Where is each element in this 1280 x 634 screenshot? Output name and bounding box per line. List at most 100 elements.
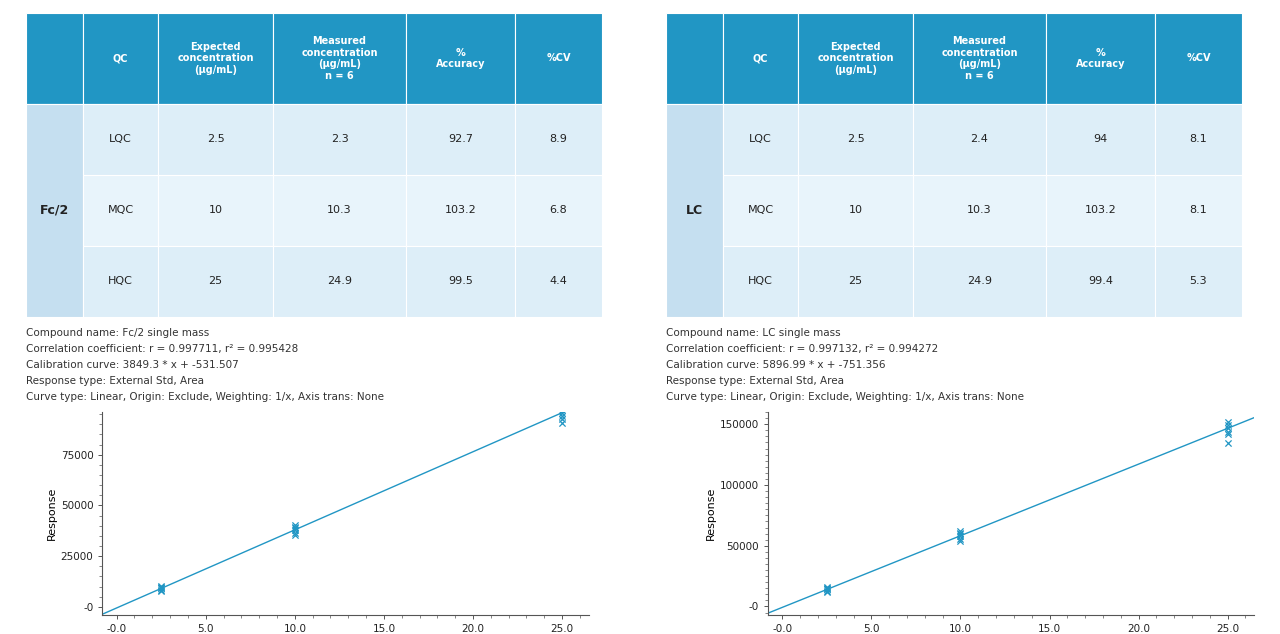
Point <box>284 522 305 532</box>
Point <box>552 414 572 424</box>
Point <box>284 520 305 530</box>
Point <box>1217 429 1238 439</box>
Bar <box>1046 246 1156 317</box>
Text: QC: QC <box>113 53 128 63</box>
Point <box>284 528 305 538</box>
Text: 99.4: 99.4 <box>1088 276 1114 287</box>
Y-axis label: Response: Response <box>705 487 716 540</box>
Text: Calibration curve: 5896.99 * x + -751.356: Calibration curve: 5896.99 * x + -751.35… <box>666 360 884 370</box>
Point <box>950 527 970 538</box>
Text: QC: QC <box>753 53 768 63</box>
Text: HQC: HQC <box>749 276 773 287</box>
Bar <box>83 246 159 317</box>
Bar <box>799 104 914 175</box>
Bar <box>406 246 516 317</box>
Point <box>950 526 970 536</box>
Text: Correlation coefficient: r = 0.997132, r² = 0.994272: Correlation coefficient: r = 0.997132, r… <box>666 344 938 354</box>
Point <box>151 585 172 595</box>
Point <box>1217 424 1238 434</box>
Point <box>817 584 837 594</box>
Point <box>151 581 172 591</box>
Bar <box>26 104 83 317</box>
Text: Curve type: Linear, Origin: Exclude, Weighting: 1/x, Axis trans: None: Curve type: Linear, Origin: Exclude, Wei… <box>666 392 1024 403</box>
Text: 6.8: 6.8 <box>549 205 567 216</box>
Point <box>950 536 970 546</box>
Text: LC: LC <box>686 204 703 217</box>
Bar <box>799 175 914 246</box>
Bar <box>1156 175 1242 246</box>
Text: %
Accuracy: % Accuracy <box>1075 48 1125 69</box>
Text: 24.9: 24.9 <box>966 276 992 287</box>
Point <box>552 408 572 418</box>
Bar <box>159 13 274 104</box>
Bar <box>723 246 799 317</box>
Point <box>817 583 837 593</box>
Text: LQC: LQC <box>749 134 772 145</box>
Text: %CV: %CV <box>547 53 571 63</box>
Text: Compound name: LC single mass: Compound name: LC single mass <box>666 328 840 338</box>
Bar <box>516 104 602 175</box>
Bar <box>914 246 1046 317</box>
Bar <box>159 104 274 175</box>
Bar <box>1156 104 1242 175</box>
Text: 2.5: 2.5 <box>847 134 864 145</box>
Bar <box>799 13 914 104</box>
Text: 92.7: 92.7 <box>448 134 474 145</box>
Text: Measured
concentration
(μg/mL)
n = 6: Measured concentration (μg/mL) n = 6 <box>941 36 1018 81</box>
Point <box>284 523 305 533</box>
Point <box>817 585 837 595</box>
Bar <box>666 13 723 104</box>
Bar <box>1046 175 1156 246</box>
Bar <box>516 13 602 104</box>
Bar <box>406 175 516 246</box>
Text: Expected
concentration
(μg/mL): Expected concentration (μg/mL) <box>178 42 253 75</box>
Point <box>284 530 305 540</box>
Y-axis label: Response: Response <box>46 487 56 540</box>
Text: 8.1: 8.1 <box>1189 205 1207 216</box>
Text: Response type: External Std, Area: Response type: External Std, Area <box>26 376 204 386</box>
Bar <box>83 13 159 104</box>
Text: 25: 25 <box>849 276 863 287</box>
Bar <box>406 13 516 104</box>
Bar <box>723 104 799 175</box>
Bar <box>914 175 1046 246</box>
Bar <box>516 175 602 246</box>
Text: MQC: MQC <box>748 205 773 216</box>
Point <box>1217 427 1238 437</box>
Text: Correlation coefficient: r = 0.997711, r² = 0.995428: Correlation coefficient: r = 0.997711, r… <box>26 344 298 354</box>
Point <box>552 411 572 421</box>
Text: Curve type: Linear, Origin: Exclude, Weighting: 1/x, Axis trans: None: Curve type: Linear, Origin: Exclude, Wei… <box>26 392 384 403</box>
Text: 10.3: 10.3 <box>328 205 352 216</box>
Text: Measured
concentration
(μg/mL)
n = 6: Measured concentration (μg/mL) n = 6 <box>301 36 378 81</box>
Bar <box>914 13 1046 104</box>
Bar <box>274 13 406 104</box>
Text: Calibration curve: 3849.3 * x + -531.507: Calibration curve: 3849.3 * x + -531.507 <box>26 360 238 370</box>
Point <box>1217 417 1238 427</box>
Bar <box>83 104 159 175</box>
Point <box>950 534 970 544</box>
Bar <box>799 246 914 317</box>
Point <box>151 582 172 592</box>
Text: 10: 10 <box>849 205 863 216</box>
Bar <box>723 175 799 246</box>
Point <box>284 525 305 535</box>
Point <box>950 529 970 540</box>
Point <box>817 586 837 597</box>
Text: 2.5: 2.5 <box>207 134 224 145</box>
Bar <box>1046 104 1156 175</box>
Point <box>817 582 837 592</box>
Point <box>1217 438 1238 448</box>
Text: 4.4: 4.4 <box>549 276 567 287</box>
Bar <box>406 104 516 175</box>
Text: LQC: LQC <box>109 134 132 145</box>
Text: MQC: MQC <box>108 205 133 216</box>
Point <box>1217 420 1238 430</box>
Bar <box>1156 13 1242 104</box>
Text: 103.2: 103.2 <box>444 205 476 216</box>
Bar <box>83 175 159 246</box>
Text: Response type: External Std, Area: Response type: External Std, Area <box>666 376 844 386</box>
Text: 2.4: 2.4 <box>970 134 988 145</box>
Point <box>817 586 837 596</box>
Bar <box>159 246 274 317</box>
Text: 94: 94 <box>1093 134 1107 145</box>
